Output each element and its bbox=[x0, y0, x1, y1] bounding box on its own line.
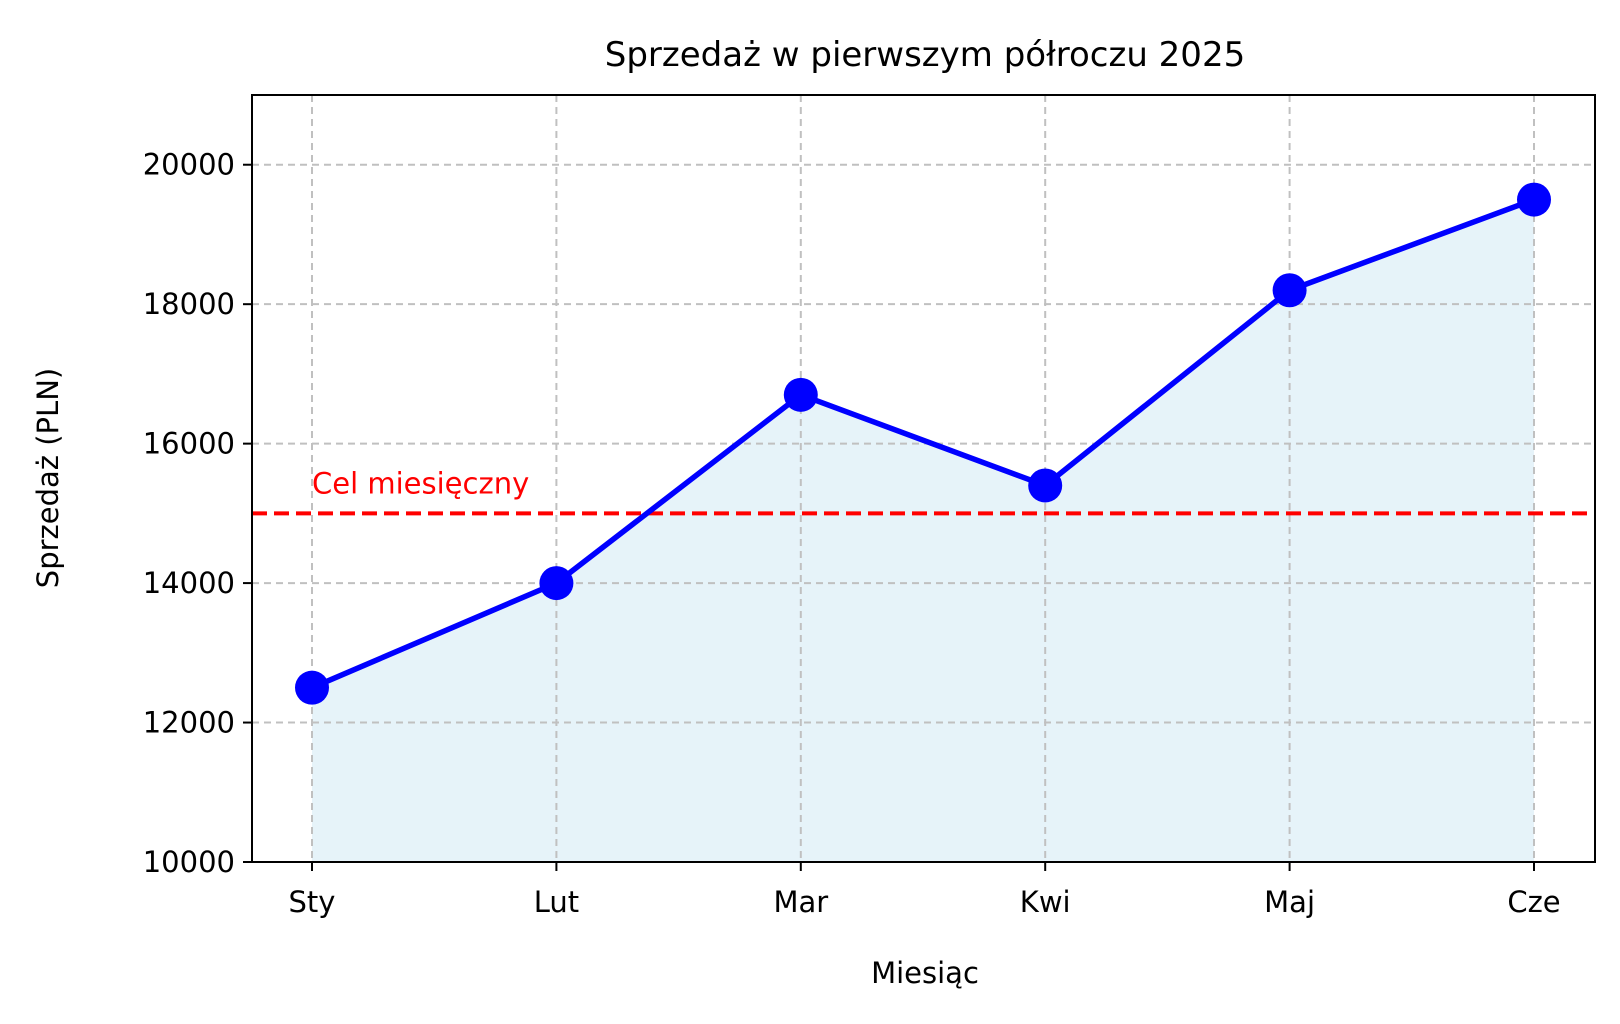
y-tick-label: 20000 bbox=[143, 148, 235, 182]
y-axis-label: Sprzedaż (PLN) bbox=[31, 368, 65, 588]
y-tick-label: 18000 bbox=[143, 287, 235, 321]
data-point-sty bbox=[295, 670, 329, 705]
y-tick-label: 16000 bbox=[143, 427, 235, 461]
x-tick-label: Maj bbox=[1264, 885, 1315, 919]
target-line-label: Cel miesięczny bbox=[312, 466, 529, 500]
data-point-mar bbox=[783, 377, 818, 412]
y-tick-label: 14000 bbox=[143, 566, 235, 600]
x-axis-label: Miesiąc bbox=[871, 956, 979, 990]
x-tick-label: Kwi bbox=[1020, 885, 1071, 919]
area-fill-layer bbox=[312, 199, 1534, 862]
chart-title: Sprzedaż w pierwszym półroczu 2025 bbox=[605, 35, 1245, 75]
target-layer: Cel miesięczny bbox=[252, 466, 1595, 516]
data-point-cze bbox=[1517, 182, 1551, 217]
axes-layer: 10000 12000 14000 16000 18000 20000 Sty Lut Mar K… bbox=[143, 94, 1596, 919]
plot-frame bbox=[251, 94, 1596, 863]
data-point-lut bbox=[539, 566, 574, 601]
series-line bbox=[309, 196, 1537, 691]
x-tick-label: Sty bbox=[289, 885, 336, 919]
x-tick-label: Lut bbox=[534, 885, 579, 919]
x-tick-label: Mar bbox=[773, 885, 828, 919]
series-layer bbox=[295, 182, 1551, 705]
data-point-kwi bbox=[1028, 468, 1063, 503]
x-tick-label: Cze bbox=[1507, 885, 1560, 919]
area-fill bbox=[312, 199, 1534, 862]
y-tick-label: 12000 bbox=[143, 706, 235, 740]
data-point-maj bbox=[1272, 273, 1307, 308]
y-tick-label: 10000 bbox=[143, 845, 235, 879]
